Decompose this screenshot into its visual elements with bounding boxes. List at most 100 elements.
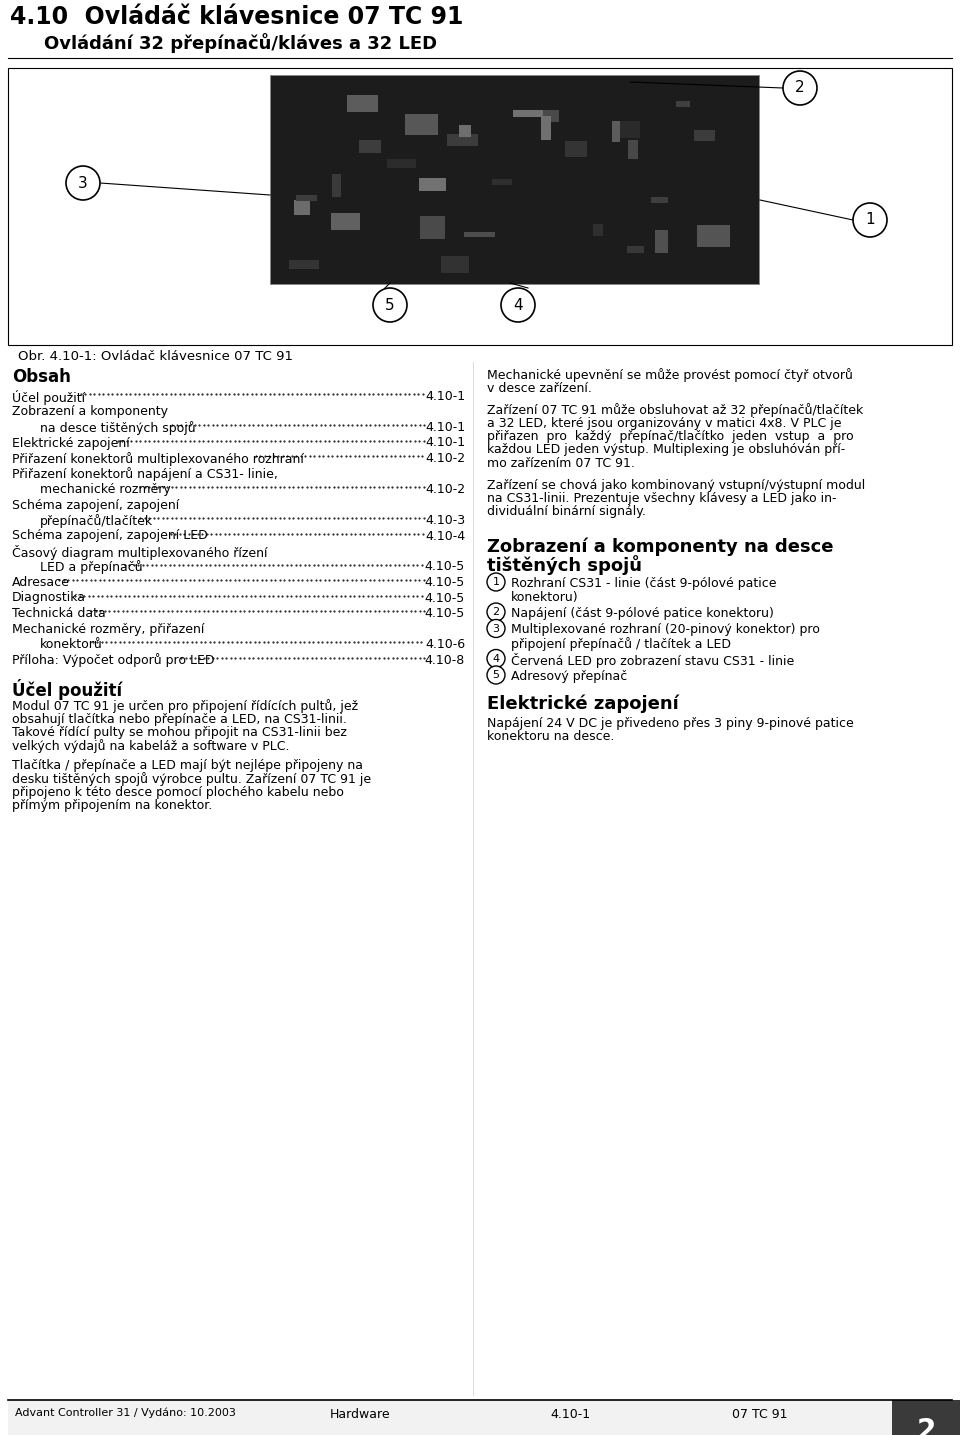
Text: 4.10-5: 4.10-5 [424, 591, 465, 604]
Bar [296, 195, 318, 201]
Text: 2: 2 [795, 80, 804, 96]
Text: 2: 2 [492, 607, 499, 617]
Text: 3: 3 [492, 623, 499, 633]
Text: Adresový přepínač: Adresový přepínač [511, 670, 627, 683]
Bar [8, 1401, 892, 1435]
Text: Multiplexované rozhraní (20-pinový konektor) pro: Multiplexované rozhraní (20-pinový konek… [511, 623, 820, 637]
Text: 4.10-8: 4.10-8 [424, 653, 465, 666]
Bar [492, 179, 512, 185]
Bar [655, 230, 668, 253]
Bar [514, 110, 543, 116]
Text: Zobrazení a komponenty na desce: Zobrazení a komponenty na desce [487, 537, 833, 555]
Bar [612, 121, 620, 142]
Text: na desce tištěných spojů: na desce tištěných spojů [40, 420, 196, 435]
Bar [892, 1401, 960, 1435]
Text: 4.10-5: 4.10-5 [424, 607, 465, 620]
Text: tištěných spojů: tištěných spojů [487, 555, 642, 575]
Text: 4.10-2: 4.10-2 [425, 452, 465, 465]
Bar [447, 133, 477, 146]
Text: Schéma zapojení, zapojení LED: Schéma zapojení, zapojení LED [12, 530, 207, 542]
Text: přiřazen  pro  každý  přepínač/tlačítko  jeden  vstup  a  pro: přiřazen pro každý přepínač/tlačítko jed… [487, 430, 853, 443]
Circle shape [853, 202, 887, 237]
Bar [294, 199, 310, 215]
Text: konektoru na desce.: konektoru na desce. [487, 730, 614, 743]
Text: připojení přepínačů / tlačítek a LED: připojení přepínačů / tlačítek a LED [511, 637, 731, 651]
Bar [543, 110, 559, 122]
Text: Účel použití: Účel použití [12, 679, 122, 700]
Text: Mechanické upevnění se může provést pomocí čtyř otvorů: Mechanické upevnění se může provést pomo… [487, 367, 852, 382]
Text: dividuální binární signály.: dividuální binární signály. [487, 505, 646, 518]
Text: Schéma zapojení, zapojení: Schéma zapojení, zapojení [12, 498, 180, 511]
Text: Tlačítka / přepínače a LED mají být nejlépe připojeny na: Tlačítka / přepínače a LED mají být nejl… [12, 759, 363, 772]
Text: 4.10-4: 4.10-4 [425, 530, 465, 542]
Text: 4.10-1: 4.10-1 [425, 420, 465, 433]
Circle shape [487, 573, 505, 591]
Bar [593, 224, 604, 235]
Text: 4.10-6: 4.10-6 [425, 639, 465, 651]
Text: Elektrické zapojení: Elektrické zapojení [12, 436, 130, 449]
Text: velkých výdajů na kabeláž a software v PLC.: velkých výdajů na kabeláž a software v P… [12, 739, 290, 753]
Text: 4.10-5: 4.10-5 [424, 561, 465, 574]
Text: Zařízení 07 TC 91 může obsluhovat až 32 přepínačů/tlačítek: Zařízení 07 TC 91 může obsluhovat až 32 … [487, 403, 863, 418]
Text: 4.10-1: 4.10-1 [425, 390, 465, 403]
Text: mechanické rozměry: mechanické rozměry [40, 484, 171, 497]
Bar [617, 121, 639, 138]
Text: desku tištěných spojů výrobce pultu. Zařízení 07 TC 91 je: desku tištěných spojů výrobce pultu. Zař… [12, 772, 372, 786]
Text: konektoru): konektoru) [511, 590, 579, 604]
Text: Takové řídící pulty se mohou připojit na CS31-linii bez: Takové řídící pulty se mohou připojit na… [12, 726, 347, 739]
Bar [651, 197, 668, 204]
Bar [387, 159, 416, 168]
Text: 2: 2 [916, 1416, 936, 1435]
Text: Hardware: Hardware [329, 1408, 391, 1421]
Bar [419, 178, 446, 191]
Bar [420, 217, 445, 240]
Bar [359, 139, 381, 154]
Bar [289, 260, 320, 268]
Text: Modul 07 TC 91 je určen pro připojení řídících pultů, jež: Modul 07 TC 91 je určen pro připojení ří… [12, 699, 358, 713]
Text: 4.10-1: 4.10-1 [425, 436, 465, 449]
Bar [348, 96, 378, 112]
Bar [270, 75, 760, 286]
Text: konektorů: konektorů [40, 639, 103, 651]
Text: 07 TC 91: 07 TC 91 [732, 1408, 788, 1421]
Text: Přiřazení konektorů napájení a CS31- linie,: Přiřazení konektorů napájení a CS31- lin… [12, 468, 277, 482]
Text: Napájení 24 V DC je přivedeno přes 3 piny 9-pinové patice: Napájení 24 V DC je přivedeno přes 3 pin… [487, 716, 853, 729]
Bar [564, 141, 587, 156]
Circle shape [487, 603, 505, 621]
Bar [404, 113, 438, 135]
Text: přímým připojením na konektor.: přímým připojením na konektor. [12, 799, 212, 812]
Text: 4: 4 [492, 653, 499, 663]
Circle shape [487, 666, 505, 684]
Text: 1: 1 [492, 577, 499, 587]
Text: Elektrické zapojení: Elektrické zapojení [487, 695, 679, 713]
Text: 4.10  Ovládáč klávesnice 07 TC 91: 4.10 Ovládáč klávesnice 07 TC 91 [10, 4, 464, 29]
Text: každou LED jeden výstup. Multiplexing je obsluhóván pří-: každou LED jeden výstup. Multiplexing je… [487, 443, 845, 456]
Text: 4.10-2: 4.10-2 [425, 484, 465, 497]
Text: mo zařízením 07 TC 91.: mo zařízením 07 TC 91. [487, 456, 635, 471]
Text: Zařízení se chová jako kombinovaný vstupní/výstupní modul: Zařízení se chová jako kombinovaný vstup… [487, 478, 865, 492]
Text: připojeno k této desce pomocí plochého kabelu nebo: připojeno k této desce pomocí plochého k… [12, 786, 344, 799]
Bar [464, 232, 495, 237]
Text: Obr. 4.10-1: Ovládač klávesnice 07 TC 91: Obr. 4.10-1: Ovládač klávesnice 07 TC 91 [18, 350, 293, 363]
Text: Rozhraní CS31 - linie (část 9-pólové patice: Rozhraní CS31 - linie (část 9-pólové pat… [511, 577, 777, 590]
Bar [331, 214, 360, 230]
Text: 4.10-3: 4.10-3 [425, 514, 465, 527]
Bar [441, 255, 468, 273]
Bar [677, 100, 689, 106]
Circle shape [487, 620, 505, 637]
Bar [8, 67, 952, 344]
Circle shape [66, 166, 100, 199]
Text: LED a přepínačů: LED a přepínačů [40, 561, 143, 574]
Bar [697, 224, 731, 247]
Text: Účel použití: Účel použití [12, 390, 85, 405]
Text: Technická data: Technická data [12, 607, 106, 620]
Text: Přiřazení konektorů multiplexovaného rozhraní: Přiřazení konektorů multiplexovaného roz… [12, 452, 304, 466]
Text: Obsah: Obsah [12, 367, 71, 386]
Text: přepínačů/tlačítek: přepínačů/tlačítek [40, 514, 154, 528]
Text: Zobrazení a komponenty: Zobrazení a komponenty [12, 406, 168, 419]
Bar [271, 76, 759, 284]
Text: Příloha: Výpočet odporů pro LED: Příloha: Výpočet odporů pro LED [12, 653, 214, 667]
Text: Ovládání 32 přepínačů/kláves a 32 LED: Ovládání 32 přepínačů/kláves a 32 LED [44, 33, 437, 53]
Text: 1: 1 [865, 212, 875, 228]
Text: 5: 5 [385, 297, 395, 313]
